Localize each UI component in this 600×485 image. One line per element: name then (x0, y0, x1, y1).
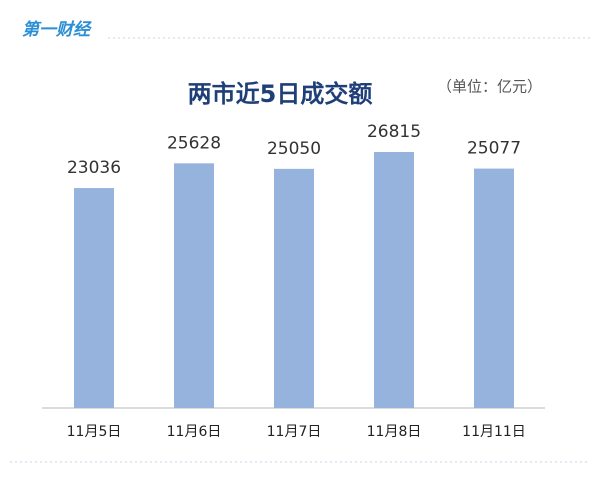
bar (474, 168, 514, 408)
x-tick-label: 11月5日 (67, 424, 122, 440)
x-tick-label: 11月8日 (367, 424, 422, 440)
x-tick-label: 11月6日 (167, 424, 222, 440)
chart-title: 两市近5日成交额 (188, 80, 373, 108)
data-label: 25628 (167, 133, 221, 153)
x-tick-label: 11月11日 (462, 424, 526, 440)
data-label: 26815 (367, 122, 421, 142)
bar (274, 168, 314, 408)
data-label: 25077 (467, 139, 521, 159)
bar (174, 163, 214, 408)
x-tick-label: 11月7日 (267, 424, 322, 440)
data-label: 23036 (67, 158, 121, 178)
bar (74, 188, 114, 408)
data-label: 25050 (267, 139, 321, 159)
unit-label: （单位：亿元） (437, 78, 542, 96)
logo: 第一财经 (22, 20, 92, 40)
bar (374, 152, 414, 408)
